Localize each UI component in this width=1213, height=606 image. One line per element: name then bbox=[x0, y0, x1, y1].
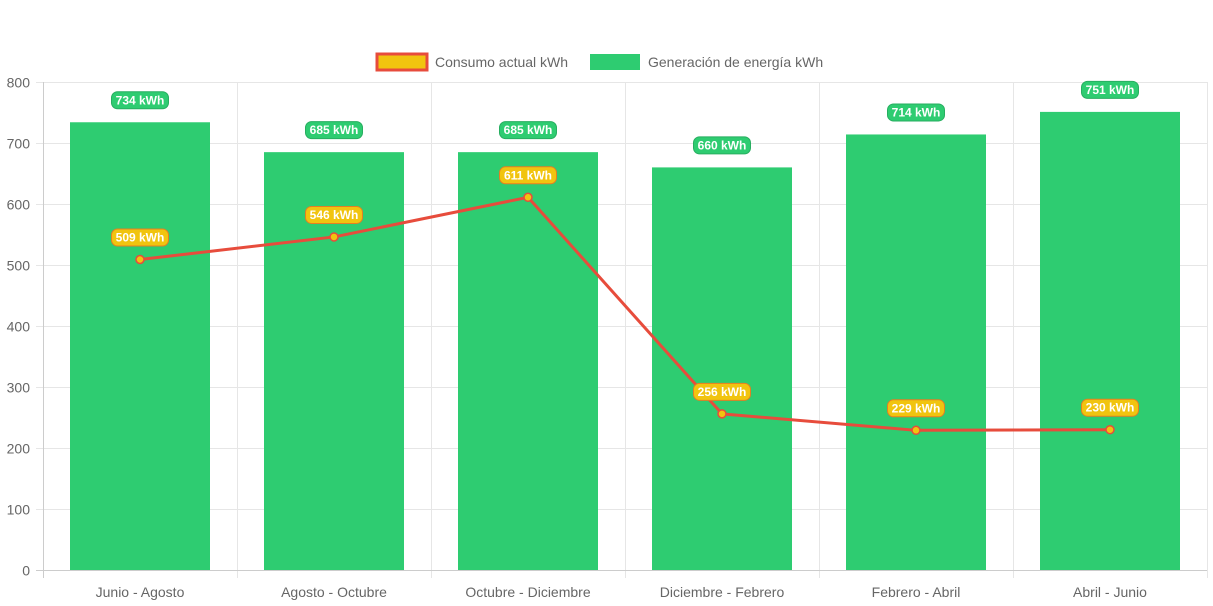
bar-generacion bbox=[70, 122, 210, 570]
axes: 0 100 200 300 400 500 600 700 800 Junio - Agosto A… bbox=[7, 75, 1207, 600]
x-tick-label: Agosto - Octubre bbox=[281, 584, 387, 600]
data-label-generacion: 685 kWh bbox=[499, 121, 557, 140]
legend-item-consumo: Consumo actual kWh bbox=[375, 52, 568, 72]
data-label-consumo: 230 kWh bbox=[1081, 398, 1139, 417]
y-tick-label: 500 bbox=[7, 258, 31, 274]
data-label-box bbox=[111, 91, 169, 110]
y-tick-label: 700 bbox=[7, 136, 31, 152]
data-label-box bbox=[305, 121, 363, 140]
data-label-consumo: 509 kWh bbox=[111, 228, 169, 247]
data-label-text: 734 kWh bbox=[116, 93, 165, 107]
data-label-text: 660 kWh bbox=[698, 138, 747, 152]
data-label-text: 714 kWh bbox=[892, 105, 941, 119]
bar-generacion bbox=[846, 134, 986, 570]
x-tick-label: Octubre - Diciembre bbox=[465, 584, 590, 600]
y-tick-label: 400 bbox=[7, 319, 31, 335]
data-label-generacion: 685 kWh bbox=[305, 121, 363, 140]
legend-label-generacion: Generación de energía kWh bbox=[648, 54, 823, 70]
data-label-box bbox=[1081, 80, 1139, 99]
data-label-box bbox=[111, 228, 169, 247]
data-label-text: 546 kWh bbox=[310, 208, 359, 222]
data-label-box bbox=[693, 382, 751, 401]
y-tick-label: 200 bbox=[7, 441, 31, 457]
data-label-generacion: 751 kWh bbox=[1081, 80, 1139, 99]
data-label-generacion: 734 kWh bbox=[111, 91, 169, 110]
data-label-text: 256 kWh bbox=[698, 385, 747, 399]
data-label-text: 611 kWh bbox=[504, 168, 552, 182]
x-tick-label: Febrero - Abril bbox=[872, 584, 961, 600]
x-tick-label: Abril - Junio bbox=[1073, 584, 1147, 600]
data-label-text: 509 kWh bbox=[116, 231, 165, 245]
x-tick-label: Junio - Agosto bbox=[96, 584, 185, 600]
data-label-text: 229 kWh bbox=[892, 401, 941, 415]
bar-generacion bbox=[458, 152, 598, 570]
line-point-consumo bbox=[911, 425, 921, 436]
data-label-text: 685 kWh bbox=[310, 123, 359, 137]
y-tick-label: 100 bbox=[7, 502, 31, 518]
data-label-consumo: 229 kWh bbox=[887, 399, 945, 418]
legend-item-generacion: Generación de energía kWh bbox=[590, 54, 823, 70]
line-point-consumo bbox=[1105, 424, 1115, 435]
bar-generacion bbox=[1040, 111, 1180, 570]
data-label-box bbox=[499, 166, 557, 185]
grid-lines bbox=[36, 82, 1208, 578]
legend-label-consumo: Consumo actual kWh bbox=[435, 54, 568, 70]
line-consumo-path bbox=[139, 195, 1111, 432]
line-point-consumo bbox=[717, 409, 727, 419]
line-consumo bbox=[135, 192, 1115, 436]
data-label-generacion: 714 kWh bbox=[887, 103, 945, 122]
data-label-box bbox=[887, 399, 945, 418]
y-tick-label: 800 bbox=[7, 75, 31, 91]
data-label-box bbox=[499, 121, 557, 140]
data-label-box bbox=[305, 205, 363, 224]
y-tick-label: 300 bbox=[7, 380, 31, 396]
data-label-generacion: 660 kWh bbox=[693, 136, 751, 155]
data-labels: 734 kWh 685 kWh 685 kWh 660 kWh 714 kWh 751 k… bbox=[111, 80, 1139, 418]
x-tick-label: Diciembre - Febrero bbox=[660, 584, 785, 600]
line-point-consumo bbox=[523, 192, 533, 203]
data-label-box bbox=[1081, 398, 1139, 417]
data-label-text: 230 kWh bbox=[1086, 401, 1135, 415]
legend: Consumo actual kWh Generación de energía … bbox=[375, 52, 823, 72]
bar-generacion bbox=[652, 167, 792, 570]
data-label-text: 751 kWh bbox=[1086, 83, 1135, 97]
data-label-consumo: 256 kWh bbox=[693, 382, 751, 401]
y-tick-label: 0 bbox=[22, 563, 30, 579]
data-label-consumo: 611 kWh bbox=[499, 166, 557, 185]
legend-swatch-generacion bbox=[590, 54, 640, 70]
data-label-box bbox=[887, 103, 945, 122]
data-label-text: 685 kWh bbox=[504, 123, 553, 137]
line-point-consumo bbox=[329, 232, 339, 242]
data-label-box bbox=[693, 136, 751, 155]
data-label-consumo: 546 kWh bbox=[305, 205, 363, 224]
y-tick-label: 600 bbox=[7, 197, 31, 213]
legend-swatch-consumo bbox=[375, 52, 429, 72]
line-point-consumo bbox=[135, 254, 145, 265]
